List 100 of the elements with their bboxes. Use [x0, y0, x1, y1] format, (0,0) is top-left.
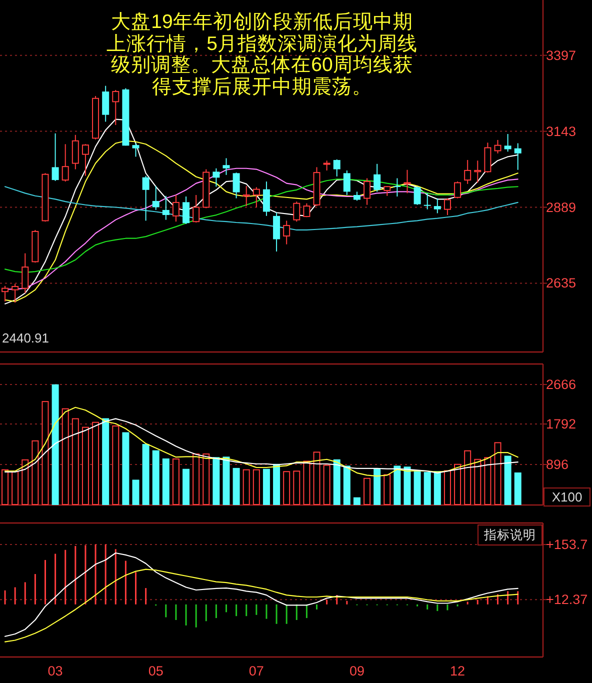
bar [172, 458, 180, 505]
bar [122, 432, 130, 505]
y-tick-label: +153.7 [546, 537, 588, 552]
bar [343, 466, 350, 505]
y-tick-label: 2666 [546, 377, 576, 392]
bar [252, 469, 260, 505]
candlestick [444, 198, 451, 216]
candlestick [343, 170, 350, 196]
bar [82, 426, 89, 505]
candlestick [283, 220, 290, 245]
bar [404, 466, 411, 505]
bar [222, 456, 230, 505]
bar [454, 464, 462, 505]
y-tick-label: 3143 [546, 124, 576, 139]
candlestick [142, 175, 150, 222]
bar [262, 468, 270, 505]
candlestick [273, 212, 280, 252]
x-tick-label: 03 [48, 664, 63, 678]
candlestick [404, 169, 411, 194]
bar [424, 472, 431, 505]
bar [112, 425, 120, 505]
y-tick-label: 2635 [546, 276, 576, 291]
candlestick [162, 195, 170, 220]
candlestick [72, 134, 79, 170]
bar [353, 497, 360, 505]
candlestick [474, 160, 482, 184]
bar [293, 470, 300, 505]
candlestick [464, 160, 472, 184]
bar [32, 440, 39, 505]
bar [364, 478, 371, 505]
candlestick [262, 181, 270, 216]
candlestick [212, 168, 220, 188]
bar [52, 384, 59, 505]
candlestick [374, 163, 381, 192]
candlestick [112, 90, 120, 126]
bar [192, 453, 200, 505]
candlestick [132, 142, 140, 158]
line-series [4, 552, 518, 637]
bar [202, 453, 210, 505]
bar [444, 470, 451, 505]
candlestick [303, 202, 310, 218]
candlestick [232, 172, 240, 199]
bar [273, 464, 280, 505]
candlestick [182, 196, 190, 224]
bar [182, 468, 190, 505]
candlestick [494, 139, 502, 154]
candlestick [62, 144, 69, 182]
bar [313, 452, 320, 505]
candlestick [242, 186, 250, 207]
annotation: 指标说明 [483, 528, 536, 542]
y-tick-label: 896 [546, 457, 569, 472]
bar [283, 471, 290, 505]
x-tick-label: 05 [148, 664, 164, 678]
candlestick [333, 158, 340, 177]
candlestick [323, 160, 330, 171]
candlestick [172, 194, 180, 222]
bar [484, 457, 492, 505]
bar [514, 472, 522, 505]
candlestick [514, 142, 522, 170]
candlestick [454, 181, 462, 199]
bar [12, 471, 19, 505]
text: X100 [552, 490, 582, 504]
candlestick [434, 198, 441, 214]
bar [232, 468, 240, 505]
bar [102, 418, 110, 505]
candlestick [504, 133, 512, 152]
candlestick [12, 283, 19, 304]
candlestick [52, 132, 59, 182]
bar [474, 458, 482, 505]
annotation: 2440.91 [2, 330, 49, 346]
bar [242, 469, 250, 505]
bar [464, 450, 472, 505]
x-tick-label: 09 [349, 664, 364, 678]
bar [22, 459, 29, 505]
bar [303, 460, 310, 505]
bar [384, 474, 391, 505]
bar [152, 450, 160, 505]
bar [504, 456, 512, 505]
bar [333, 459, 340, 505]
bar [374, 468, 381, 505]
y-tick-label: 1792 [546, 416, 576, 432]
bar [92, 422, 100, 505]
candlestick [2, 285, 9, 302]
text: 大盘19年年初创阶段新低后现中期上涨行情，5月指数深调演化为周线级别调整。大盘总体在60周均线获得支撑后展开中期震荡。 [106, 11, 418, 98]
bar [394, 466, 401, 505]
bar [434, 471, 441, 505]
candlestick [484, 142, 492, 174]
bar [62, 408, 69, 505]
bar [323, 464, 330, 505]
candlestick [192, 194, 200, 224]
candlestick [152, 186, 160, 210]
y-tick-label: 2889 [546, 200, 576, 215]
bar [162, 458, 170, 505]
candlestick [424, 192, 431, 210]
bar [132, 480, 140, 505]
candlestick [394, 178, 401, 197]
candlestick [102, 85, 110, 122]
candlestick [384, 186, 391, 196]
line-series [4, 568, 518, 642]
bar [414, 471, 421, 505]
